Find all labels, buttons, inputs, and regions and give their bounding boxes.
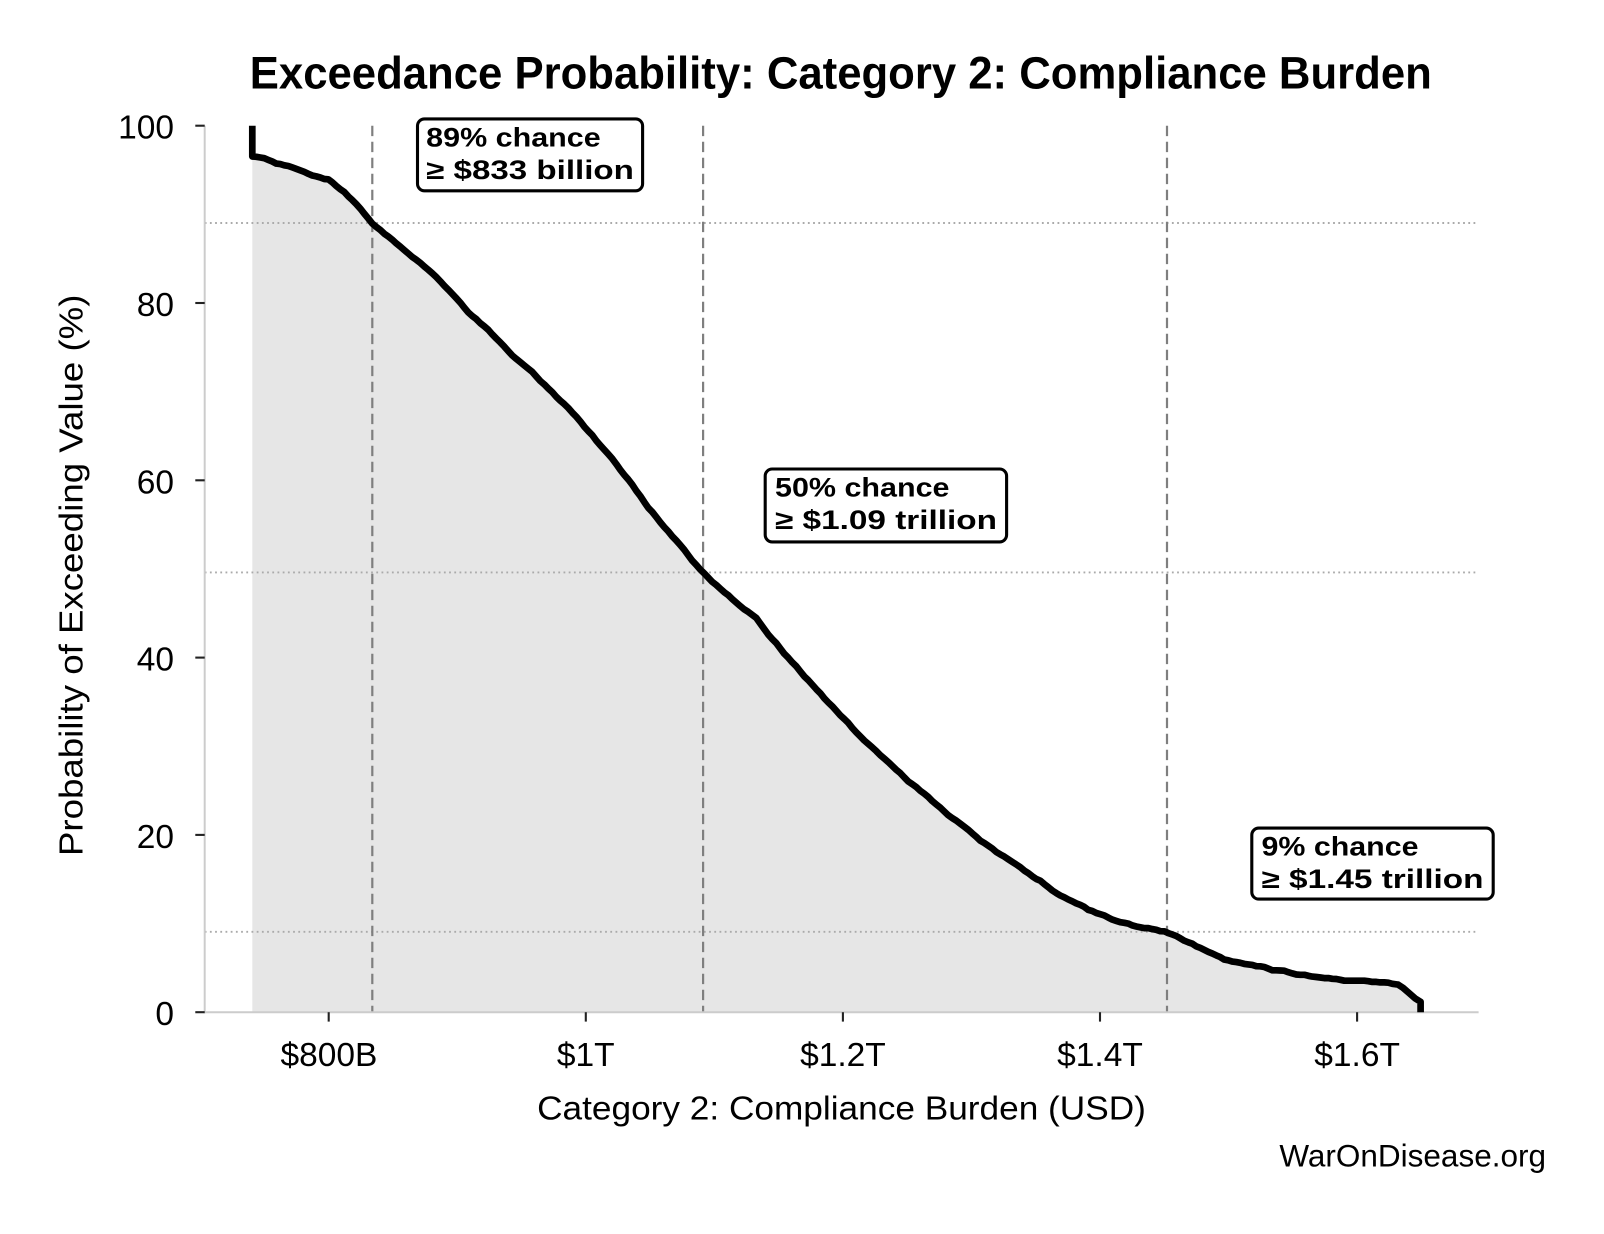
svg-text:40: 40 [137, 642, 174, 679]
svg-text:$1.6T: $1.6T [1314, 1037, 1400, 1074]
svg-text:Category 2: Compliance Burden: Category 2: Compliance Burden (USD) [537, 1089, 1146, 1126]
svg-text:WarOnDisease.org: WarOnDisease.org [1279, 1138, 1546, 1174]
svg-text:$1.2T: $1.2T [800, 1037, 886, 1074]
svg-text:≥ $1.09 trillion: ≥ $1.09 trillion [775, 505, 997, 535]
svg-text:$1T: $1T [557, 1037, 615, 1074]
svg-text:89% chance: 89% chance [426, 123, 601, 153]
svg-text:80: 80 [137, 287, 174, 324]
svg-text:100: 100 [118, 110, 174, 147]
svg-text:0: 0 [155, 996, 174, 1033]
svg-text:9% chance: 9% chance [1262, 832, 1419, 862]
svg-text:60: 60 [137, 464, 174, 501]
svg-text:Probability of Exceeding Value: Probability of Exceeding Value (%) [53, 295, 90, 857]
svg-text:20: 20 [137, 819, 174, 856]
svg-text:$800B: $800B [280, 1037, 377, 1074]
svg-text:50% chance: 50% chance [775, 473, 950, 503]
svg-text:$1.4T: $1.4T [1057, 1037, 1143, 1074]
svg-text:≥ $1.45 trillion: ≥ $1.45 trillion [1262, 864, 1484, 894]
svg-text:Exceedance Probability: Catego: Exceedance Probability: Category 2: Comp… [250, 48, 1432, 99]
svg-text:≥ $833 billion: ≥ $833 billion [426, 155, 634, 185]
